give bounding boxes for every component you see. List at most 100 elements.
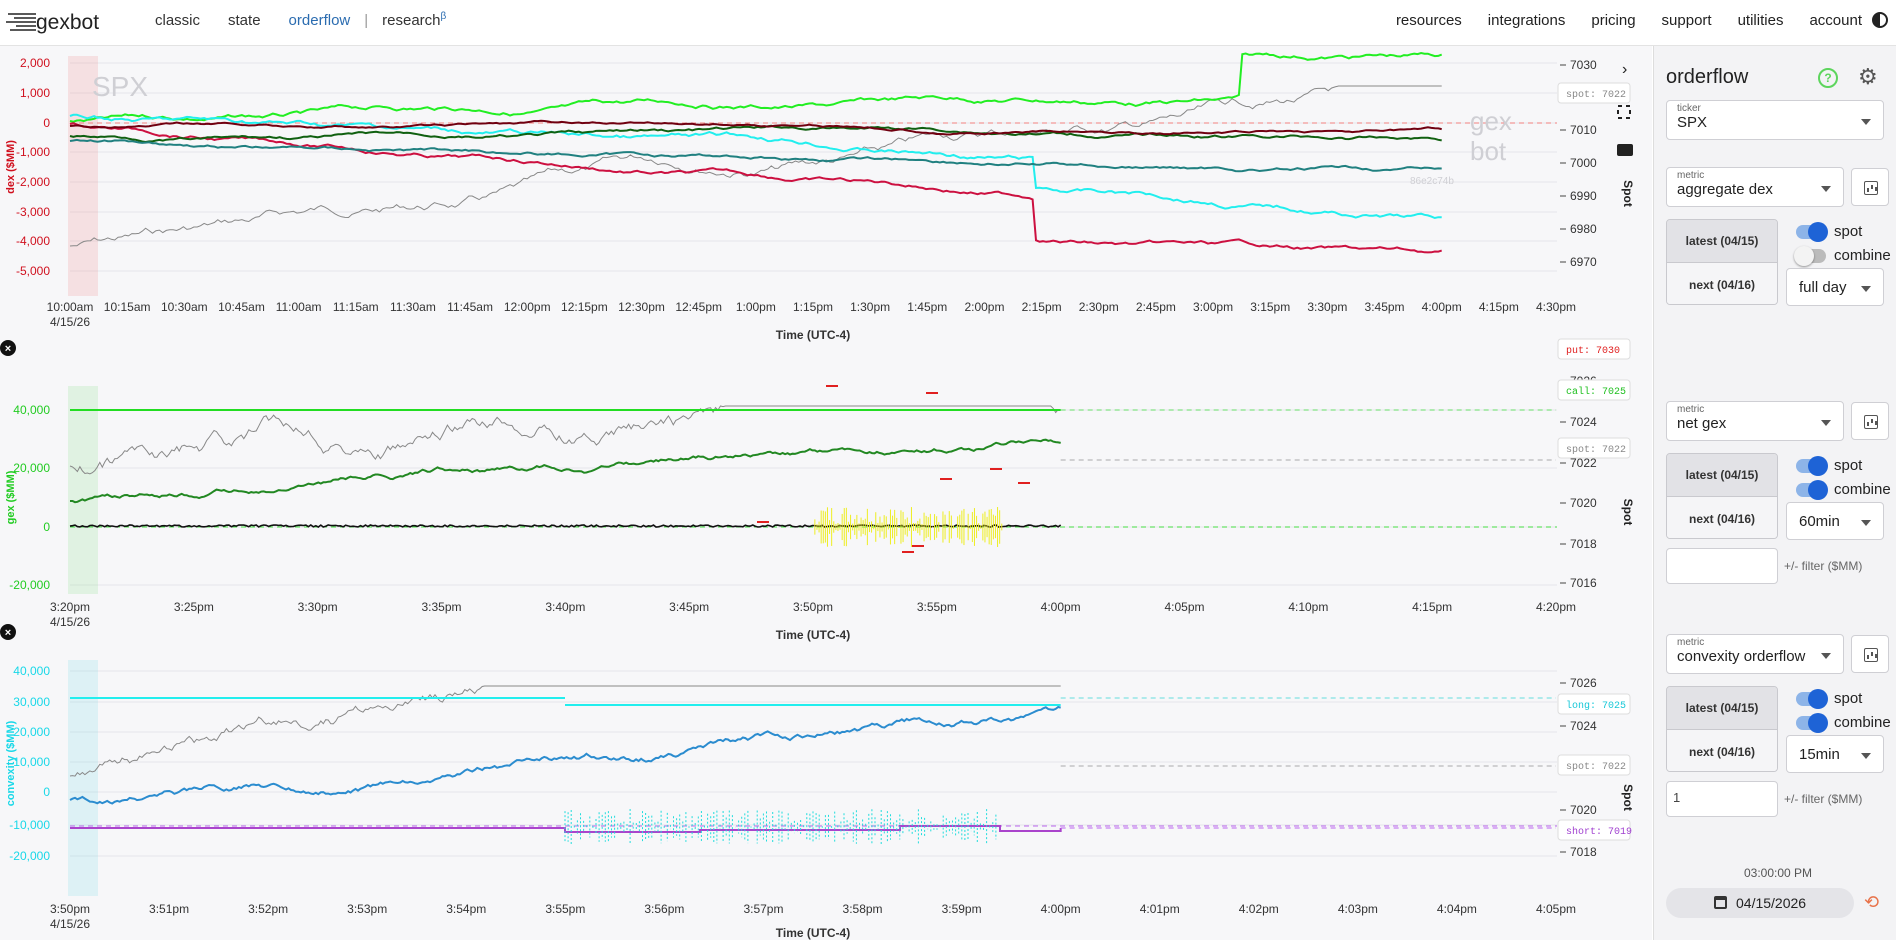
nav-pricing[interactable]: pricing xyxy=(1591,11,1636,29)
x-tick-label: 3:58pm xyxy=(843,902,883,916)
nav-support[interactable]: support xyxy=(1661,11,1712,29)
chart-type-button-0[interactable] xyxy=(1851,168,1889,206)
switch-icon xyxy=(1794,245,1826,266)
spot-toggle-1[interactable]: spot xyxy=(1796,455,1862,476)
control-panel: orderflow ? ⚙ ticker SPX metric aggregat… xyxy=(1653,46,1896,940)
spot-toggle-2[interactable]: spot xyxy=(1796,688,1862,709)
spot-series xyxy=(69,405,1061,475)
x-tick-label: 1:15pm xyxy=(793,300,833,314)
grid xyxy=(70,409,1557,586)
history-icon[interactable]: ⟲ xyxy=(1864,892,1880,912)
date-value: 04/15/2026 xyxy=(1736,895,1807,911)
day-buttons-2: latest (04/15) next (04/16) xyxy=(1666,686,1778,772)
right-axis-label: Spot xyxy=(1621,499,1635,526)
x-tick-label: 2:45pm xyxy=(1136,300,1176,314)
nav-research-label: research xyxy=(382,12,441,29)
gear-icon[interactable]: ⚙ xyxy=(1858,64,1878,89)
level-badge-text: spot: 7022 xyxy=(1566,762,1626,773)
y-tick-label: 10,000 xyxy=(13,755,50,769)
nav-integrations[interactable]: integrations xyxy=(1487,11,1566,29)
y-tick-label: 0 xyxy=(43,785,50,799)
chart-panel-2[interactable]: 40,000 30,000 20,000 10,000 0 -10,000 -20,000 c… xyxy=(0,624,1635,940)
x-tick-label: 2:00pm xyxy=(964,300,1004,314)
theme-toggle-icon[interactable] xyxy=(1872,12,1888,28)
close-chart-button[interactable] xyxy=(0,624,16,640)
filter-label: +/- filter ($MM) xyxy=(1784,792,1863,806)
interval-select-1[interactable]: 60min xyxy=(1786,502,1884,540)
metric-select-2[interactable]: metric convexity orderflow xyxy=(1666,634,1844,674)
watermark-logo: bot xyxy=(1470,136,1507,166)
help-icon[interactable]: ? xyxy=(1818,68,1838,88)
latest-button[interactable]: latest (04/15) xyxy=(1667,454,1777,497)
latest-button[interactable]: latest (04/15) xyxy=(1667,220,1777,263)
next-button[interactable]: next (04/16) xyxy=(1667,497,1777,538)
time-display: 03:00:00 PM xyxy=(1744,866,1813,880)
x-tick-label: 1:45pm xyxy=(907,300,947,314)
y-tick-label: -10,000 xyxy=(9,818,50,832)
date-picker-button[interactable]: 04/15/2026 xyxy=(1666,888,1854,918)
x-tick-label: 3:57pm xyxy=(743,902,783,916)
top-nav: gexbot classic state orderflow | researc… xyxy=(0,0,1896,46)
metric-value: convexity orderflow xyxy=(1677,648,1806,665)
x-axis-label: Time (UTC-4) xyxy=(776,628,850,642)
chevron-down-icon xyxy=(1821,186,1831,192)
interval-value: 15min xyxy=(1799,746,1840,763)
combine-toggle-label: combine xyxy=(1834,714,1891,731)
nav-utilities[interactable]: utilities xyxy=(1737,11,1784,29)
next-button[interactable]: next (04/16) xyxy=(1667,730,1777,771)
charts-canvas[interactable]: 2,000 1,000 0 -1,000 -2,000 -3,000 -4,000 -5,00… xyxy=(0,46,1652,940)
camera-icon[interactable] xyxy=(1617,144,1633,156)
x-tick-label: 11:45am xyxy=(447,300,493,314)
nav-classic[interactable]: classic xyxy=(155,11,201,29)
level-badge xyxy=(1557,693,1631,715)
series-maroon xyxy=(69,119,1442,136)
fullscreen-icon[interactable] xyxy=(1617,105,1631,119)
ticker-label: ticker xyxy=(1677,103,1701,114)
interval-select-0[interactable]: full day xyxy=(1786,268,1884,306)
y-tick-label: 0 xyxy=(43,520,50,534)
combine-toggle-2[interactable]: combine xyxy=(1796,712,1891,733)
filter-input-2[interactable]: 1 xyxy=(1666,781,1778,817)
close-icon: × xyxy=(5,343,11,355)
nav-account[interactable]: account xyxy=(1809,11,1862,29)
x-tick-label: 10:30am xyxy=(161,300,208,314)
chart-panel-0[interactable]: 2,000 1,000 0 -1,000 -2,000 -3,000 -4,000 -5,00… xyxy=(5,51,1635,342)
combine-toggle-1[interactable]: combine xyxy=(1796,479,1891,500)
metric-select-1[interactable]: metric net gex xyxy=(1666,401,1844,441)
y-tick-label: 30,000 xyxy=(13,695,50,709)
x-tick-label: 11:15am xyxy=(333,300,379,314)
nav-resources[interactable]: resources xyxy=(1395,11,1462,29)
metric-select-0[interactable]: metric aggregate dex xyxy=(1666,167,1844,207)
nav-state[interactable]: state xyxy=(228,11,261,29)
next-button[interactable]: next (04/16) xyxy=(1667,263,1777,304)
x-tick-label: 3:53pm xyxy=(347,902,387,916)
nav-research[interactable]: researchβ xyxy=(382,11,446,29)
x-tick-label: 12:15pm xyxy=(561,300,608,314)
chevron-down-icon xyxy=(1861,119,1871,125)
chart-type-button-2[interactable] xyxy=(1851,635,1889,673)
latest-button[interactable]: latest (04/15) xyxy=(1667,687,1777,730)
y-axis-label: gex ($MM) xyxy=(5,470,17,524)
ticker-value: SPX xyxy=(1677,114,1708,131)
y-tick-label: 0 xyxy=(43,116,50,130)
chart-type-button-1[interactable] xyxy=(1851,402,1889,440)
spot-toggle-0[interactable]: spot xyxy=(1796,221,1862,242)
combine-toggle-0[interactable]: combine xyxy=(1794,245,1891,266)
brand-name: gexbot xyxy=(36,11,99,34)
close-chart-button[interactable] xyxy=(0,340,16,356)
interval-select-2[interactable]: 15min xyxy=(1786,735,1884,773)
chevron-right-icon[interactable]: › xyxy=(1622,61,1627,78)
short-level-line xyxy=(70,825,1062,833)
chart-area: 2,000 1,000 0 -1,000 -2,000 -3,000 -4,000 -5,00… xyxy=(0,46,1652,940)
x-tick-label: 3:45pm xyxy=(1365,300,1405,314)
filter-input-1[interactable] xyxy=(1666,548,1778,584)
level-badge xyxy=(1557,437,1631,459)
y-tick-label: 40,000 xyxy=(13,403,50,417)
ticker-select[interactable]: ticker SPX xyxy=(1666,100,1884,140)
gexbot-logo[interactable]: gexbot xyxy=(6,4,136,40)
nav-orderflow[interactable]: orderflow xyxy=(288,11,351,29)
x-tick-label: 4:00pm xyxy=(1041,902,1081,916)
x-tick-label: 4:10pm xyxy=(1288,600,1328,614)
y-axis-label: convexity ($MM) xyxy=(5,720,17,806)
